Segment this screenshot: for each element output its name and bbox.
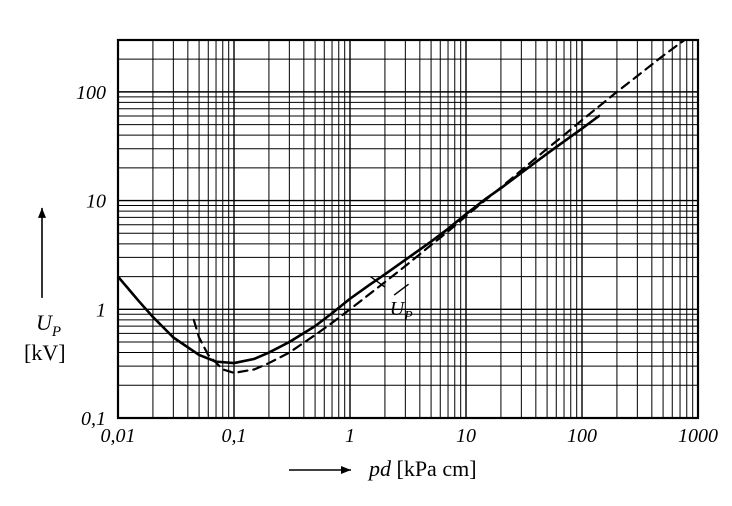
y-axis-unit: [kV] [24, 340, 66, 365]
x-tick-label: 1 [345, 425, 355, 447]
paschen-chart: 0,010,111010010000,1110100pd [kPa cm]UP[… [0, 0, 732, 506]
y-tick-label: 10 [86, 191, 106, 213]
y-tick-label: 1 [96, 299, 106, 321]
x-tick-label: 1000 [678, 425, 718, 447]
y-tick-label: 100 [76, 82, 106, 104]
x-tick-label: 0,1 [222, 425, 247, 447]
x-axis-label: pd [kPa cm] [367, 456, 477, 481]
x-tick-label: 100 [567, 425, 597, 447]
y-tick-label: 0,1 [81, 408, 106, 430]
x-tick-label: 10 [456, 425, 476, 447]
chart-svg: 0,010,111010010000,1110100pd [kPa cm]UP[… [0, 0, 732, 506]
